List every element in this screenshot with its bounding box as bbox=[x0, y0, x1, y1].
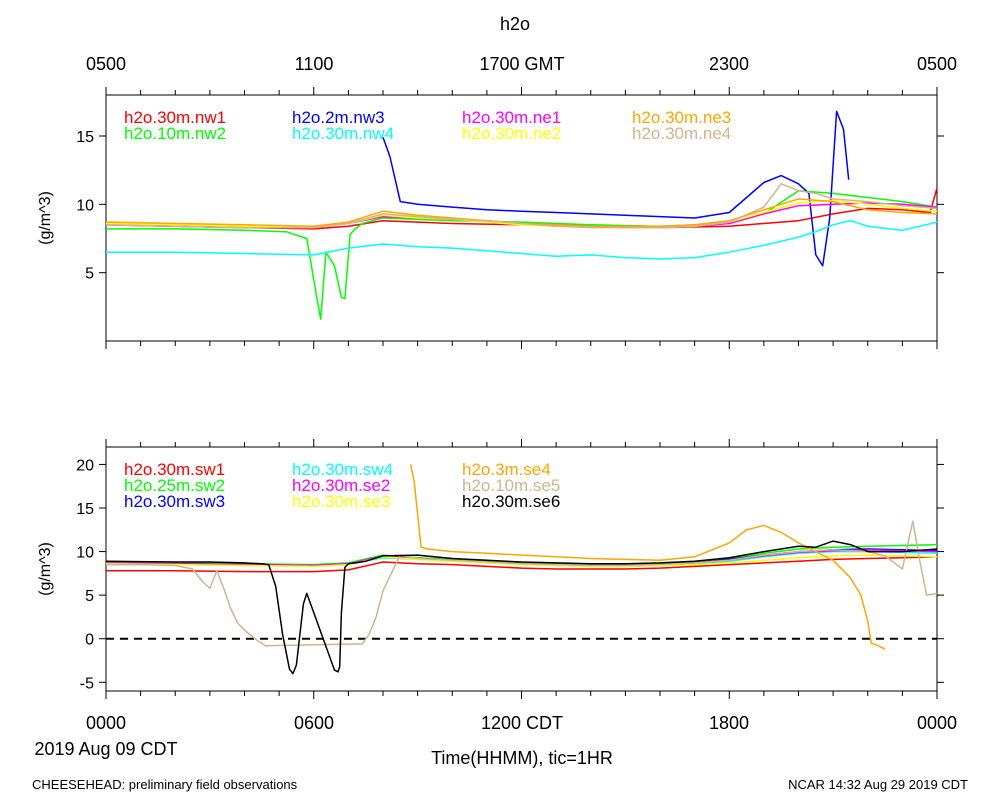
legend-entry: h2o.2m.nw3 bbox=[292, 108, 385, 127]
bottom-tick-label: 0000 bbox=[917, 713, 957, 733]
top-tick-label: 0500 bbox=[917, 54, 957, 74]
x-axis-label: Time(HHMM), tic=1HR bbox=[431, 748, 613, 768]
top-tick-label: 0500 bbox=[86, 54, 126, 74]
legend-entry: h2o.30m.ne2 bbox=[462, 124, 561, 143]
upper-legend: h2o.30m.nw1h2o.10m.nw2h2o.2m.nw3h2o.30m.… bbox=[124, 108, 731, 143]
lower-x-ticks bbox=[105, 439, 938, 699]
bottom-tick-label: 0000 bbox=[86, 713, 126, 733]
top-axis-labels: 0500 1100 1700 GMT 2300 0500 bbox=[86, 54, 957, 74]
series-line-h2o-3m-se4 bbox=[409, 464, 886, 650]
series-line-h2o-25m-sw2 bbox=[105, 543, 938, 566]
series-line-h2o-30m-se3 bbox=[105, 554, 938, 568]
upper-x-ticks bbox=[105, 87, 938, 349]
legend-entry: h2o.30m.se6 bbox=[462, 492, 560, 511]
legend-entry: h2o.10m.se5 bbox=[462, 476, 560, 495]
legend-entry: h2o.30m.se3 bbox=[292, 492, 390, 511]
lower-y-ticks: -5 0 5 10 15 20 bbox=[76, 457, 944, 692]
series-line-h2o-30m-nw4 bbox=[106, 219, 938, 260]
y-tick-label: 15 bbox=[76, 129, 94, 146]
legend-entry: h2o.30m.nw4 bbox=[292, 124, 394, 143]
bottom-tick-label: 0600 bbox=[294, 713, 334, 733]
y-tick-label: 5 bbox=[85, 266, 94, 283]
bottom-tick-label: 1200 CDT bbox=[481, 713, 563, 733]
y-tick-label: -5 bbox=[80, 675, 94, 692]
top-tick-label: 1700 GMT bbox=[479, 54, 564, 74]
top-tick-label: 1100 bbox=[295, 54, 334, 74]
date-label: 2019 Aug 09 CDT bbox=[34, 739, 177, 759]
chart-title: h2o bbox=[500, 14, 530, 34]
y-tick-label: 20 bbox=[76, 457, 94, 474]
legend-entry: h2o.10m.nw2 bbox=[124, 124, 226, 143]
series-line-h2o-10m-nw2 bbox=[106, 189, 938, 320]
series-line-h2o-30m-sw1 bbox=[106, 556, 938, 573]
legend-entry: h2o.30m.nw1 bbox=[124, 108, 226, 127]
legend-entry: h2o.30m.sw1 bbox=[124, 460, 225, 479]
footer-left: CHEESEHEAD: preliminary field observatio… bbox=[32, 777, 298, 792]
lower-ylabel: (g/m^3) bbox=[37, 542, 54, 596]
upper-ylabel: (g/m^3) bbox=[37, 191, 54, 245]
top-tick-label: 2300 bbox=[709, 54, 749, 74]
series-line-h2o-30m-ne3 bbox=[105, 198, 938, 227]
bottom-tick-label: 1800 bbox=[709, 713, 749, 733]
upper-series-lines bbox=[105, 110, 938, 320]
legend-entry: h2o.3m.se4 bbox=[462, 460, 551, 479]
lower-series-lines bbox=[105, 464, 938, 675]
bottom-axis-labels: 0000 0600 1200 CDT 1800 0000 bbox=[86, 713, 957, 733]
legend-entry: h2o.30m.sw4 bbox=[292, 460, 393, 479]
series-line-h2o-30m-se6 bbox=[105, 540, 938, 675]
upper-y-ticks: 5 10 15 bbox=[76, 129, 944, 283]
y-tick-label: 0 bbox=[85, 632, 94, 649]
legend-entry: h2o.30m.se2 bbox=[292, 476, 390, 495]
y-tick-label: 10 bbox=[76, 545, 94, 562]
y-tick-label: 15 bbox=[76, 501, 94, 518]
legend-entry: h2o.25m.sw2 bbox=[124, 476, 225, 495]
legend-entry: h2o.30m.ne4 bbox=[632, 124, 731, 143]
legend-entry: h2o.30m.ne3 bbox=[632, 108, 731, 127]
footer-right: NCAR 14:32 Aug 29 2019 CDT bbox=[788, 777, 968, 792]
y-tick-label: 5 bbox=[85, 588, 94, 605]
series-line-h2o-10m-se5 bbox=[106, 520, 938, 647]
series-line-h2o-30m-ne4 bbox=[105, 183, 938, 229]
series-line-h2o-2m-nw3 bbox=[382, 110, 850, 267]
legend-entry: h2o.30m.sw3 bbox=[124, 492, 225, 511]
y-tick-label: 10 bbox=[76, 197, 94, 214]
legend-entry: h2o.30m.ne1 bbox=[462, 108, 561, 127]
